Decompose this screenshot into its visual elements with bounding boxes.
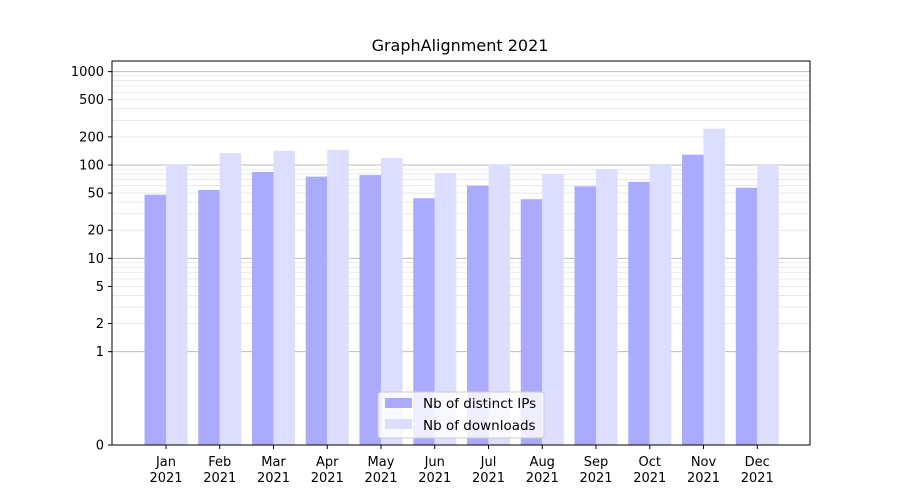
y-tick-labels: 0 1 2 5 10 20 50 100 200 500 1000 — [71, 65, 104, 453]
y-tick-label: 0 — [96, 439, 104, 454]
bar-downloads — [434, 173, 457, 445]
plot-frame — [111, 60, 811, 446]
y-tick-label: 1 — [96, 345, 104, 360]
x-tick-label-year: 2021 — [526, 471, 559, 486]
axes — [108, 60, 811, 449]
bar-ips — [735, 187, 758, 445]
bar-downloads — [273, 150, 295, 445]
bar-ips — [574, 186, 596, 445]
y-tick-label: 50 — [87, 187, 104, 202]
y-tick-label: 1000 — [71, 65, 104, 80]
bars — [144, 128, 779, 446]
bar-ips — [520, 199, 543, 445]
x-tick-label-year: 2021 — [257, 471, 290, 486]
legend: Nb of distinct IPs Nb of downloads — [377, 391, 545, 439]
bar-ips — [252, 172, 274, 445]
y-tick-label: 10 — [87, 252, 104, 267]
y-tick-label: 500 — [79, 93, 104, 108]
bar-ips — [359, 175, 381, 445]
y-tick-label: 2 — [96, 317, 104, 332]
legend-swatch-ips — [385, 398, 412, 408]
x-tick-label-year: 2021 — [633, 471, 666, 486]
x-tick-labels: Jan2021Feb2021Mar2021Apr2021May2021Jun20… — [149, 455, 773, 486]
legend-label-downloads: Nb of downloads — [423, 418, 536, 434]
x-tick-label-month: Jun — [424, 455, 445, 470]
bar-ips — [628, 181, 650, 445]
x-tick-label-month: Jan — [155, 455, 176, 470]
bar-ips — [682, 154, 704, 446]
legend-label-ips: Nb of distinct IPs — [423, 396, 536, 412]
x-tick-label-year: 2021 — [579, 471, 612, 486]
x-tick-label-month: Sep — [584, 455, 609, 470]
x-tick-label-year: 2021 — [472, 471, 505, 486]
x-tick-label-month: Apr — [316, 455, 339, 470]
x-tick-label-month: Mar — [261, 455, 286, 470]
x-tick-label-month: Feb — [208, 455, 231, 470]
bar-downloads — [757, 164, 779, 446]
x-tick-label-month: Jul — [480, 455, 497, 470]
y-tick-label: 5 — [96, 280, 104, 295]
bar-downloads — [649, 164, 672, 446]
bar-downloads — [327, 149, 349, 445]
x-tick-label-year: 2021 — [364, 471, 397, 486]
x-tick-label-month: Oct — [639, 455, 661, 470]
x-tick-label-month: Aug — [530, 455, 555, 470]
bar-ips — [467, 185, 489, 445]
bar-downloads — [596, 169, 618, 446]
bar-downloads — [703, 128, 725, 446]
y-tick-label: 20 — [87, 224, 104, 239]
bar-downloads — [219, 153, 242, 445]
x-tick-label-year: 2021 — [149, 471, 182, 486]
x-tick-label-year: 2021 — [203, 471, 236, 486]
bar-downloads — [542, 174, 564, 445]
x-tick-label-year: 2021 — [741, 471, 774, 486]
x-tick-label-year: 2021 — [418, 471, 451, 486]
x-tick-label-year: 2021 — [311, 471, 344, 486]
x-tick-label-month: Dec — [745, 455, 770, 470]
y-tick-label: 100 — [79, 158, 104, 173]
bar-ips — [413, 198, 435, 445]
x-tick-label-year: 2021 — [687, 471, 720, 486]
legend-box — [377, 391, 545, 439]
bar-ips — [198, 189, 220, 445]
bar-downloads — [488, 164, 510, 445]
x-tick-label-month: Nov — [691, 455, 717, 470]
chart-title: GraphAlignment 2021 — [372, 36, 549, 55]
bar-ips — [305, 176, 328, 445]
legend-swatch-downloads — [385, 419, 412, 429]
bar-downloads — [166, 164, 188, 445]
x-tick-label-month: May — [368, 455, 395, 470]
y-tick-label: 200 — [79, 130, 104, 145]
bar-downloads — [381, 157, 403, 446]
bar-ips — [144, 194, 166, 445]
